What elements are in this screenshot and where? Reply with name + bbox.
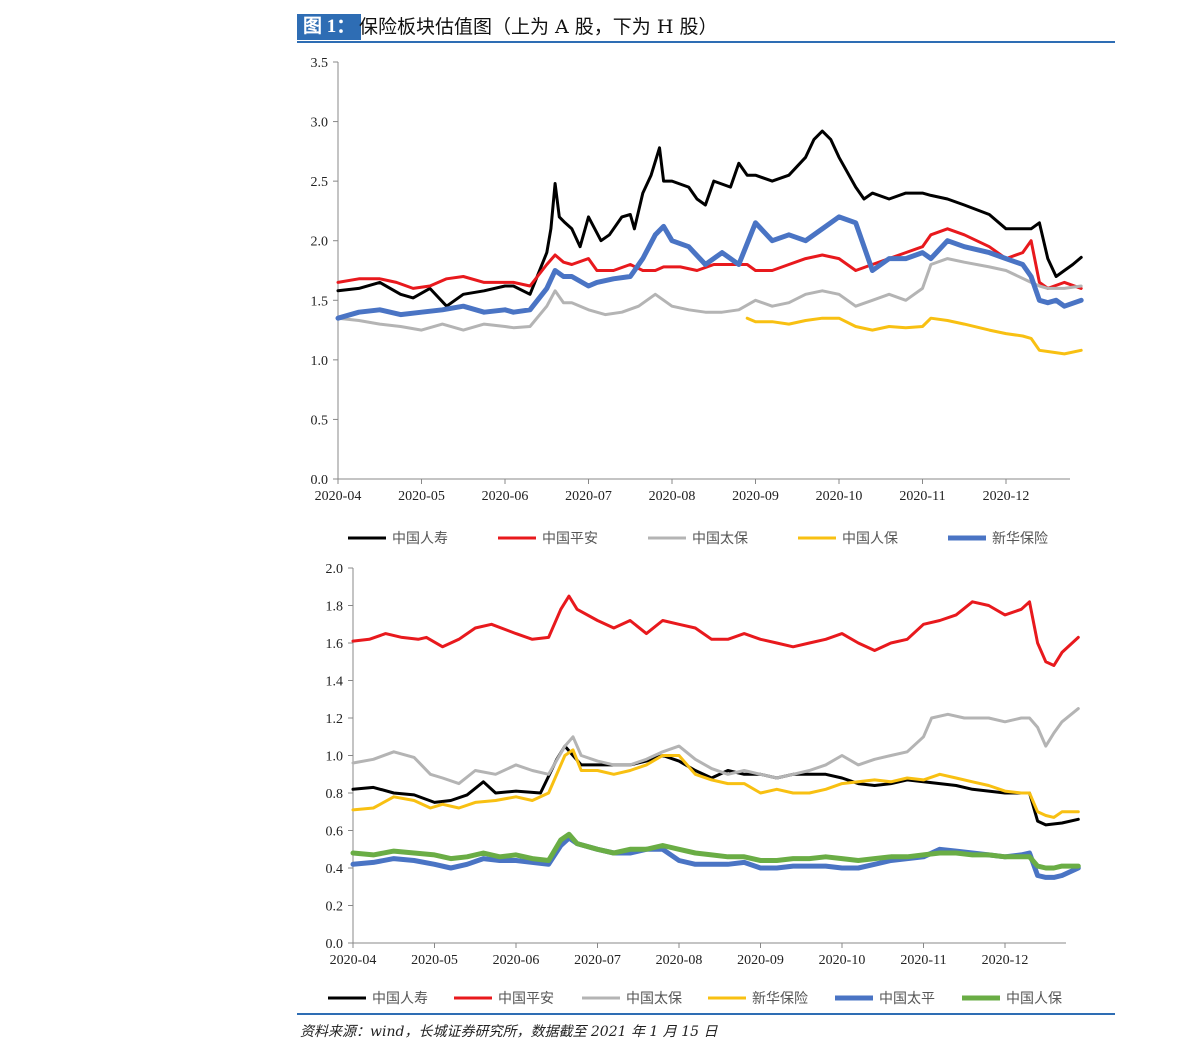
legend-label: 中国太保 [626, 991, 682, 1007]
y-tick-label: 0.6 [326, 825, 344, 840]
series-line-4 [335, 214, 1084, 321]
series-line-3 [745, 316, 1083, 356]
legend-label: 中国平安 [542, 531, 598, 547]
legend-label: 中国太平 [879, 991, 935, 1007]
y-tick-label: 1.6 [326, 637, 344, 652]
x-tick-label: 2020-08 [649, 489, 696, 504]
y-tick-label: 0.0 [311, 473, 329, 488]
y-tick-label: 1.2 [326, 712, 344, 727]
series-line-1 [351, 594, 1080, 667]
figure-tag: 图 1： [297, 14, 362, 40]
chart-a-share: 0.0 0.5 1.0 1.5 2.0 2.5 3.0 3.5 2020-04 2020-05 20… [311, 56, 1084, 547]
x-tick-label: 2020-05 [398, 489, 445, 504]
y-tick-label: 1.8 [326, 600, 344, 615]
y-tick-label: 3.0 [311, 116, 329, 131]
footer-rule [297, 1013, 1115, 1015]
legend-label: 中国太保 [692, 531, 748, 547]
y-tick-label: 2.5 [311, 175, 329, 190]
x-tick-label: 2020-10 [819, 953, 866, 968]
x-tick-label: 2020-07 [565, 489, 612, 504]
series-line-0 [336, 129, 1083, 308]
x-tick-label: 2020-04 [330, 953, 377, 968]
y-tick-label: 1.0 [311, 354, 329, 369]
x-tick-label: 2020-04 [315, 489, 362, 504]
series-line-3 [351, 748, 1080, 819]
series-line-2 [336, 257, 1083, 332]
y-tick-label: 0.2 [326, 900, 344, 915]
legend-label: 中国人保 [1006, 991, 1062, 1007]
x-tick-label: 2020-06 [493, 953, 540, 968]
series-line-5 [350, 831, 1081, 871]
x-tick-label: 2020-05 [411, 953, 458, 968]
x-tick-label: 2020-12 [983, 489, 1030, 504]
y-tick-label: 3.5 [311, 56, 329, 71]
x-tick-label: 2020-07 [574, 953, 621, 968]
y-tick-label: 0.4 [326, 862, 344, 877]
x-tick-label: 2020-11 [900, 953, 946, 968]
legend-label: 新华保险 [992, 531, 1048, 547]
x-tick-label: 2020-12 [982, 953, 1029, 968]
figure-title: 保险板块估值图（上为 A 股，下为 H 股） [359, 16, 718, 38]
x-tick-label: 2020-11 [899, 489, 945, 504]
x-tick-label: 2020-08 [656, 953, 703, 968]
legend-label: 中国人寿 [372, 990, 428, 1007]
y-tick-label: 2.0 [311, 235, 329, 250]
y-tick-label: 0.0 [326, 937, 344, 952]
y-tick-label: 2.0 [326, 562, 344, 577]
y-tick-label: 1.0 [326, 750, 344, 765]
x-tick-label: 2020-06 [482, 489, 529, 504]
legend-label: 中国人寿 [392, 530, 448, 547]
y-tick-label: 1.5 [311, 294, 329, 309]
x-tick-label: 2020-10 [816, 489, 863, 504]
figure-header: 图 1： 保险板块估值图（上为 A 股，下为 H 股） [297, 14, 1115, 43]
series-line-0 [351, 744, 1080, 827]
series-line-1 [336, 227, 1083, 290]
y-tick-label: 1.4 [326, 675, 344, 690]
series-line-2 [351, 707, 1080, 786]
x-tick-label: 2020-09 [732, 489, 779, 504]
x-tick-label: 2020-09 [737, 953, 784, 968]
header-rule [297, 41, 1115, 43]
source-note: 资料来源：wind，长城证券研究所，数据截至 2021 年 1 月 15 日 [300, 1024, 718, 1040]
chart-h-share: 0.0 0.2 0.4 0.6 0.8 1.0 1.2 1.4 1.6 1.8 2.0 2020-04… [326, 562, 1081, 1007]
legend-label: 中国平安 [498, 991, 554, 1007]
y-tick-label: 0.8 [326, 787, 344, 802]
legend-label: 中国人保 [842, 531, 898, 547]
legend-label: 新华保险 [752, 991, 808, 1007]
y-tick-label: 0.5 [311, 413, 329, 428]
